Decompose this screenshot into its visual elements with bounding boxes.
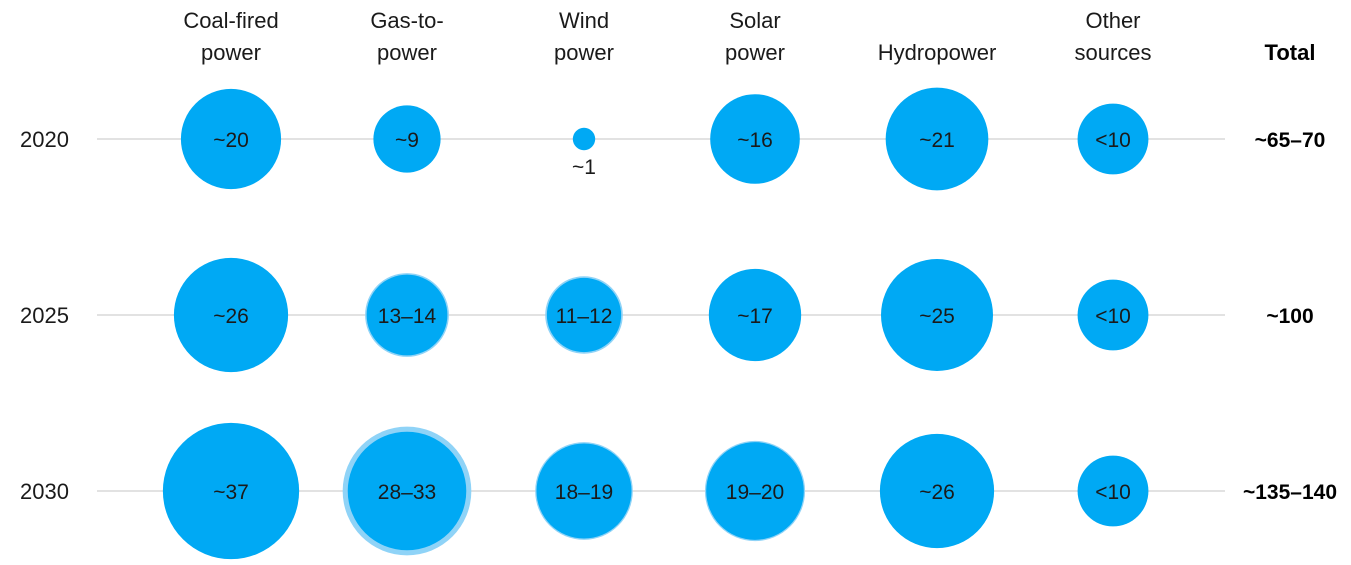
column-header-line1: Coal-fired	[183, 8, 278, 33]
bubble-value-label: 28–33	[378, 481, 436, 504]
bubble	[1077, 455, 1149, 527]
column-header-line2: power	[725, 40, 785, 65]
year-label: 2020	[20, 127, 69, 152]
column-header-line2: power	[377, 40, 437, 65]
bubble-value-label: ~20	[213, 129, 249, 152]
bubble	[572, 127, 596, 151]
bubble-value-label: ~26	[213, 305, 249, 328]
bubble	[708, 268, 802, 362]
bubble-value-label: ~21	[919, 129, 955, 152]
bubble	[373, 105, 441, 173]
bubble	[173, 257, 289, 373]
bubble	[879, 433, 995, 549]
column-header-line2: sources	[1074, 40, 1151, 65]
bubble-value-label: ~17	[737, 305, 773, 328]
bubble	[347, 431, 467, 551]
bubble	[180, 88, 282, 190]
column-header: Hydropower	[878, 40, 997, 65]
bubble-value-label: ~1	[572, 156, 596, 179]
bubble	[366, 274, 448, 356]
total-value-label: ~135–140	[1243, 481, 1337, 504]
bubble-value-label: 18–19	[555, 481, 613, 504]
bubble-value-label: 19–20	[726, 481, 784, 504]
bubble-value-label: ~25	[919, 305, 955, 328]
bubble-value-label: 11–12	[556, 305, 613, 328]
column-header-line1: Solar	[729, 8, 780, 33]
bubbles: ~20 ~9 ~1 ~16 ~21 <10 ~26 13–14 11–12 ~17 ~25 <10 ~3…	[162, 87, 1149, 560]
year-labels: 2020 2025 2030	[20, 127, 69, 504]
bubble-value-label: ~16	[737, 129, 773, 152]
bubble-value-label: ~26	[919, 481, 955, 504]
total-value-label: ~65–70	[1255, 129, 1326, 152]
bubble-value-label: 13–14	[378, 305, 437, 328]
bubble	[546, 277, 622, 353]
bubble-value-label: <10	[1095, 481, 1131, 504]
bubble-value-label: <10	[1095, 305, 1131, 328]
year-label: 2025	[20, 303, 69, 328]
total-labels: ~65–70 ~100 ~135–140	[1243, 129, 1337, 504]
bubble	[885, 87, 989, 191]
column-header-line1: Other	[1085, 8, 1140, 33]
column-header-line1: Gas-to-	[370, 8, 443, 33]
bubble	[162, 422, 300, 560]
total-header: Total	[1265, 40, 1316, 65]
bubble-value-label: ~9	[395, 129, 419, 152]
bubble	[1077, 279, 1149, 351]
bubble	[1077, 103, 1149, 175]
total-value-label: ~100	[1266, 305, 1313, 328]
bubble	[881, 259, 993, 371]
column-header-line1: Wind	[559, 8, 609, 33]
bubble	[706, 442, 804, 540]
bubble	[710, 94, 800, 184]
bubble	[536, 443, 632, 539]
column-headers: Coal-fired power Gas-to-power Wind power Sola…	[183, 8, 1315, 65]
column-header-line2: power	[201, 40, 261, 65]
bubble-value-label: ~37	[213, 481, 249, 504]
year-label: 2030	[20, 479, 69, 504]
bubble-value-label: <10	[1095, 129, 1131, 152]
column-header-line2: power	[554, 40, 614, 65]
